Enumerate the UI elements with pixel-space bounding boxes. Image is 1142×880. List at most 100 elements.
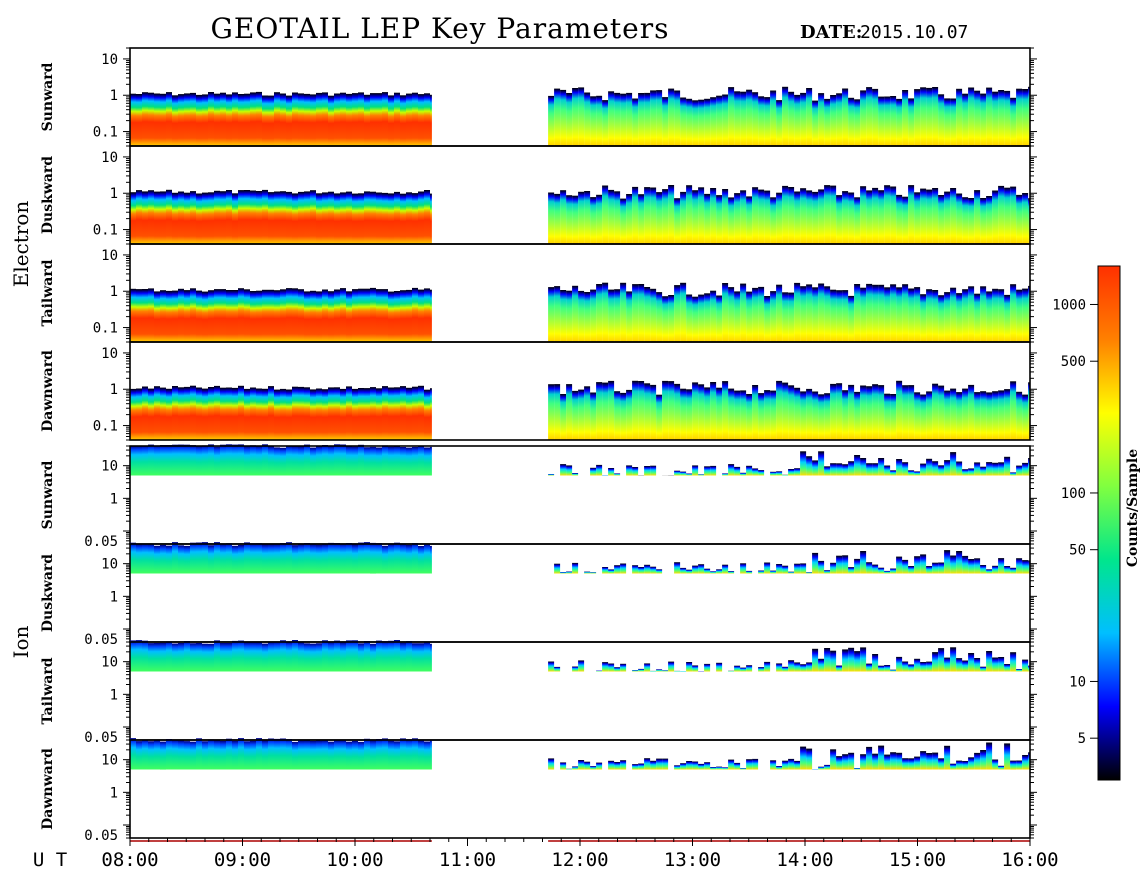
spectrogram-cell — [334, 740, 340, 770]
spectrogram-cell — [884, 570, 891, 574]
spectrogram-cell — [280, 447, 286, 476]
spectrogram-cell — [304, 740, 310, 770]
spectrogram-cell — [1028, 458, 1030, 476]
spectrogram-cell — [286, 542, 292, 574]
panel-label: Duskward — [40, 554, 56, 632]
spectrogram-cell — [166, 739, 172, 770]
spectrogram-cell — [160, 642, 166, 672]
spectrogram-cell — [142, 191, 148, 244]
spectrogram-cell — [824, 466, 831, 476]
spectrogram-cell — [382, 545, 388, 574]
spectrogram-cell — [698, 474, 705, 476]
spectrogram-cell — [328, 387, 334, 440]
spectrogram-cell — [560, 572, 567, 574]
spectrogram-cell — [572, 195, 579, 244]
colorbar-tick-label: 5 — [1078, 731, 1086, 747]
spectrogram-cell — [352, 544, 358, 574]
date-label: DATE: — [800, 22, 862, 43]
spectrogram-cell — [364, 641, 370, 672]
spectrogram-cell — [890, 470, 897, 476]
spectrogram-cell — [692, 665, 699, 672]
spectrogram-cell — [1016, 289, 1023, 342]
spectrogram-cell — [776, 564, 783, 574]
spectrogram-cell — [184, 545, 190, 574]
spectrogram-cell — [842, 88, 849, 146]
spectrogram-cell — [752, 385, 759, 440]
spectrogram-cell — [680, 471, 687, 476]
spectrogram-cell — [584, 386, 591, 440]
spectrogram-cell — [424, 642, 430, 672]
spectrogram-cell — [232, 545, 238, 574]
spectrogram-cell — [322, 740, 328, 770]
spectrogram-cell — [740, 390, 747, 440]
y-tick-label: 1 — [110, 88, 118, 104]
spectrogram-cell — [292, 545, 298, 574]
spectrogram-cell — [400, 386, 406, 440]
spectrogram-cell — [346, 640, 352, 672]
spectrogram-cell — [208, 192, 214, 244]
spectrogram-cell — [740, 472, 747, 476]
spectrogram-cell — [304, 444, 310, 476]
y-tick-label: 10 — [101, 557, 118, 573]
spectrogram-cell — [388, 387, 394, 440]
spectrogram-cell — [1022, 394, 1029, 440]
panel-ion-dawnward: 0.05 1 10 Dawnward — [40, 738, 1037, 844]
spectrogram-cell — [352, 446, 358, 476]
spectrogram-cell — [548, 474, 555, 476]
spectrogram-cell — [328, 291, 334, 342]
colorbar-tick-label: 100 — [1061, 486, 1086, 502]
spectrogram-cell — [848, 567, 855, 574]
spectrogram-cell — [214, 190, 220, 244]
spectrogram-cell — [316, 92, 322, 146]
spectrogram-cell — [932, 652, 939, 672]
spectrogram-cell — [280, 289, 286, 342]
spectrogram-cell — [788, 91, 795, 146]
spectrogram-cell — [382, 386, 388, 440]
spectrogram-cell — [566, 290, 573, 342]
spectrogram-cell — [430, 94, 432, 146]
spectrogram-cell — [902, 90, 909, 146]
spectrogram-cell — [746, 89, 753, 146]
spectrogram-cell — [944, 745, 951, 770]
spectrogram-cell — [232, 444, 238, 476]
spectrogram-cell — [376, 192, 382, 244]
spectrogram-cell — [394, 446, 400, 476]
spectrogram-cell — [770, 291, 777, 342]
spectrogram-cell — [776, 192, 783, 244]
spectrogram-cell — [878, 567, 885, 574]
spectrogram-cell — [286, 739, 292, 770]
spectrogram-cell — [166, 545, 172, 574]
spectrogram-cell — [758, 667, 765, 672]
spectrogram-cell — [256, 543, 262, 574]
spectrogram-cell — [968, 653, 975, 672]
spectrogram-cell — [848, 192, 855, 244]
spectrogram-cell — [890, 186, 897, 244]
spectrogram-cell — [292, 92, 298, 146]
spectrogram-cell — [400, 95, 406, 146]
spectrogram-cell — [902, 758, 909, 770]
spectrogram-cell — [722, 381, 729, 440]
spectrogram-cell — [878, 96, 885, 146]
spectrogram-cell — [746, 394, 753, 440]
spectrogram-cell — [818, 189, 825, 244]
spectrogram-cell — [998, 90, 1005, 146]
spectrogram-cell — [578, 660, 585, 672]
spectrogram-cell — [824, 286, 831, 342]
spectrogram-cell — [680, 282, 687, 342]
spectrogram-cell — [644, 383, 651, 440]
spectrogram-cell — [202, 643, 208, 672]
spectrogram-cell — [890, 568, 897, 574]
spectrogram-cell — [196, 542, 202, 574]
spectrogram-cell — [244, 388, 250, 440]
spectrogram-cell — [818, 283, 825, 342]
spectrogram-cell — [1004, 664, 1011, 672]
colorbar-tick-label: 500 — [1061, 354, 1086, 370]
panel-ion-sunward: 0.05 1 10 Sunward — [40, 444, 1037, 550]
spectrogram-cell — [956, 658, 963, 672]
spectrogram-cell — [262, 643, 268, 672]
spectrogram-cell — [554, 286, 561, 342]
spectrogram-cell — [418, 289, 424, 342]
spectrogram-cell — [178, 444, 184, 476]
spectrogram-cell — [202, 388, 208, 440]
spectrogram-cell — [154, 740, 160, 770]
